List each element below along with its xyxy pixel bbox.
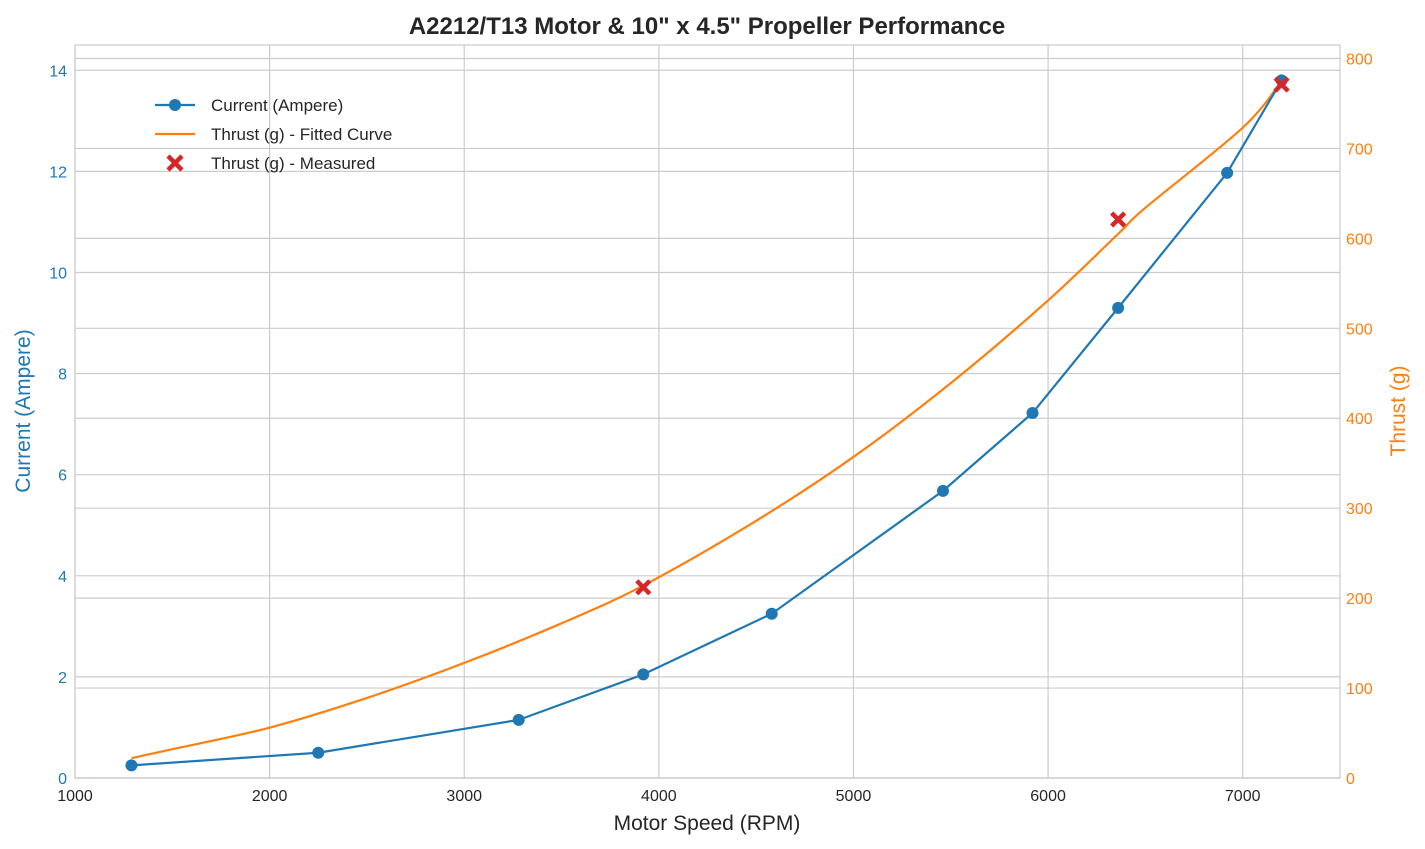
y-left-tick-label: 12 — [49, 164, 67, 181]
current-point — [512, 713, 525, 726]
ticks: 1000 2000 3000 4000 5000 6000 7000 0 2 4 6 8 10 12 14 0… — [49, 51, 1373, 805]
thrust-measured-point — [1110, 211, 1127, 228]
current-point — [936, 484, 949, 497]
y-left-tick-label: 8 — [58, 367, 67, 384]
current-point — [1221, 166, 1234, 179]
grid — [74, 45, 1340, 779]
y-left-tick-label: 0 — [58, 771, 67, 788]
y-left-tick-label: 10 — [49, 265, 67, 282]
x-axis-label: Motor Speed (RPM) — [614, 812, 801, 835]
y-right-axis-label: Thrust (g) — [1387, 365, 1410, 456]
y-right-tick-label: 800 — [1346, 51, 1373, 68]
legend-fit-label: Thrust (g) - Fitted Curve — [211, 125, 392, 144]
y-right-tick-label: 0 — [1346, 771, 1355, 788]
x-tick-label: 7000 — [1225, 788, 1261, 805]
x-tick-label: 5000 — [836, 788, 872, 805]
y-left-tick-label: 2 — [58, 670, 67, 687]
y-right-tick-label: 700 — [1346, 141, 1373, 158]
legend-measured-marker — [166, 154, 184, 172]
y-right-tick-label: 300 — [1346, 501, 1373, 518]
x-tick-label: 3000 — [446, 788, 482, 805]
y-right-tick-label: 500 — [1346, 321, 1373, 338]
thrust-measured-point — [1273, 76, 1290, 93]
y-left-tick-label: 6 — [58, 468, 67, 485]
current-point — [312, 746, 325, 759]
legend-current-marker — [169, 99, 181, 111]
chart-title: A2212/T13 Motor & 10" x 4.5" Propeller P… — [409, 13, 1005, 40]
current-point — [125, 759, 138, 772]
x-tick-label: 1000 — [57, 788, 93, 805]
thrust-measured-point — [635, 579, 652, 596]
current-point — [765, 607, 778, 620]
series-layer — [125, 74, 1290, 772]
y-left-tick-label: 14 — [49, 63, 67, 80]
current-line — [131, 79, 1283, 767]
x-tick-label: 6000 — [1030, 788, 1066, 805]
legend: Current (Ampere) Thrust (g) - Fitted Cur… — [155, 96, 392, 173]
x-tick-label: 2000 — [252, 788, 288, 805]
y-left-tick-label: 4 — [58, 569, 67, 586]
y-left-axis-label: Current (Ampere) — [12, 329, 35, 492]
legend-current-label: Current (Ampere) — [211, 96, 343, 115]
current-point — [1112, 301, 1125, 314]
legend-measured-label: Thrust (g) - Measured — [211, 154, 375, 173]
x-tick-label: 4000 — [641, 788, 677, 805]
y-right-tick-label: 100 — [1346, 681, 1373, 698]
y-right-tick-label: 400 — [1346, 411, 1373, 428]
thrust-fitted-curve — [131, 80, 1283, 760]
current-point — [1026, 407, 1039, 420]
y-right-tick-label: 600 — [1346, 231, 1373, 248]
y-right-tick-label: 200 — [1346, 591, 1373, 608]
current-point — [637, 668, 650, 681]
plot-frame — [74, 44, 1341, 779]
